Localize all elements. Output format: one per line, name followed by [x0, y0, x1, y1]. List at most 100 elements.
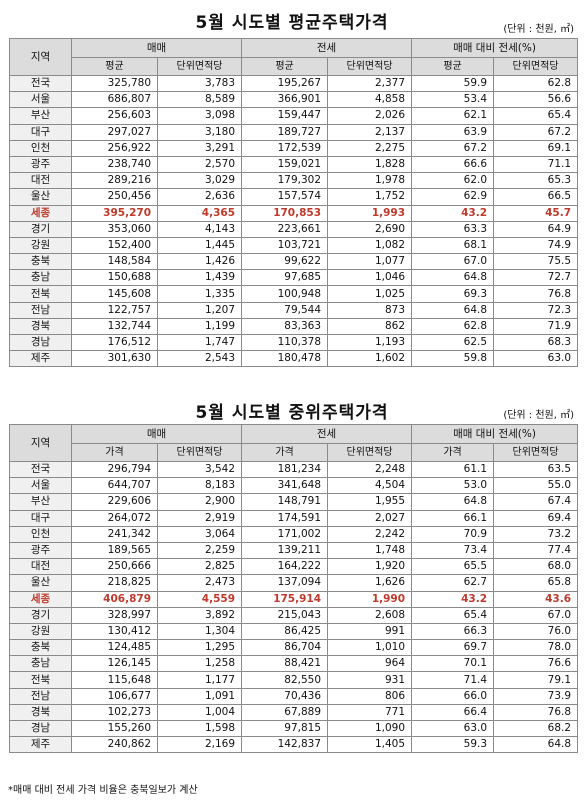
table1-body: 전국 325,780 3,783 195,267 2,377 59.9 62.8 서울 686,…: [9, 74, 579, 368]
value-cell: 67.0: [493, 606, 579, 624]
table2-title: 5월 시도별 중위주택가격: [195, 403, 389, 423]
value-cell: 2,026: [327, 107, 413, 125]
value-cell: 172,539: [241, 139, 329, 157]
value-cell: 86,425: [241, 622, 329, 641]
value-cell: 1,090: [327, 719, 413, 738]
table-row: 충북 124,485 1,295 86,704 1,010 69.7 78.0: [9, 639, 579, 657]
region-cell: 울산: [9, 188, 72, 206]
value-cell: 873: [327, 301, 413, 319]
value-cell: 71.4: [411, 671, 495, 689]
value-cell: 366,901: [241, 91, 329, 109]
value-cell: 68.3: [493, 333, 579, 352]
footnote: *매매 대비 전세 가격 비율은 충북일보가 계산: [8, 785, 198, 796]
value-cell: 43.2: [411, 590, 495, 608]
value-cell: 862: [327, 317, 413, 336]
table-row: 경북 132,744 1,199 83,363 862 62.8 71.9: [9, 317, 579, 336]
value-cell: 62.9: [411, 188, 495, 206]
value-cell: 1,828: [327, 155, 413, 174]
value-cell: 181,234: [241, 460, 329, 479]
value-cell: 67,889: [241, 703, 329, 722]
table-row: 부산 229,606 2,900 148,791 1,955 64.8 67.4: [9, 493, 579, 511]
value-cell: 301,630: [71, 350, 158, 368]
value-cell: 264,072: [71, 509, 158, 527]
value-cell: 164,222: [241, 558, 329, 576]
value-cell: 223,661: [241, 220, 329, 238]
value-cell: 64.8: [493, 736, 579, 754]
value-cell: 65.5: [411, 558, 495, 576]
value-cell: 76.8: [493, 703, 579, 722]
value-cell: 170,853: [241, 204, 329, 222]
value-cell: 97,815: [241, 719, 329, 738]
value-cell: 145,608: [71, 285, 158, 303]
value-cell: 1,426: [156, 253, 243, 271]
value-cell: 64.8: [411, 269, 495, 287]
value-cell: 4,365: [156, 204, 243, 222]
value-cell: 132,744: [71, 317, 158, 336]
value-cell: 106,677: [71, 687, 158, 705]
value-cell: 75.5: [493, 253, 579, 271]
value-cell: 1,077: [327, 253, 413, 271]
value-cell: 74.9: [493, 236, 579, 255]
value-cell: 1,335: [156, 285, 243, 303]
value-cell: 3,892: [156, 606, 243, 624]
value-cell: 65.3: [493, 172, 579, 190]
value-cell: 238,740: [71, 155, 158, 174]
value-cell: 55.0: [493, 477, 579, 495]
value-cell: 62.5: [411, 333, 495, 352]
table-row: 서울 686,807 8,589 366,901 4,858 53.4 56.6: [9, 91, 579, 109]
value-cell: 62.7: [411, 574, 495, 592]
table-row: 강원 130,412 1,304 86,425 991 66.3 76.0: [9, 622, 579, 641]
subheader: 가격: [71, 443, 158, 462]
region-cell: 전남: [9, 301, 72, 319]
value-cell: 1,439: [156, 269, 243, 287]
value-cell: 139,211: [241, 541, 329, 560]
region-cell: 전남: [9, 687, 72, 705]
value-cell: 2,137: [327, 123, 413, 141]
value-cell: 240,862: [71, 736, 158, 754]
value-cell: 2,825: [156, 558, 243, 576]
table-row: 울산 250,456 2,636 157,574 1,752 62.9 66.5: [9, 188, 579, 206]
table-row: 광주 189,565 2,259 139,211 1,748 73.4 77.4: [9, 541, 579, 560]
value-cell: 72.7: [493, 269, 579, 287]
value-cell: 88,421: [241, 655, 329, 673]
table-row: 제주 240,862 2,169 142,837 1,405 59.3 64.8: [9, 736, 579, 754]
table1-average-prices: 지역 매매 전세 매매 대비 전세(%) 평균 단위면적당 평균 단위면적당 평…: [9, 38, 579, 368]
value-cell: 63.5: [493, 460, 579, 479]
value-cell: 63.0: [493, 350, 579, 368]
value-cell: 4,143: [156, 220, 243, 238]
value-cell: 69.3: [411, 285, 495, 303]
value-cell: 159,021: [241, 155, 329, 174]
value-cell: 69.4: [493, 509, 579, 527]
region-cell: 경남: [9, 333, 72, 352]
table-row: 인천 241,342 3,064 171,002 2,242 70.9 73.2: [9, 525, 579, 543]
value-cell: 70.1: [411, 655, 495, 673]
value-cell: 99,622: [241, 253, 329, 271]
value-cell: 3,542: [156, 460, 243, 479]
value-cell: 110,378: [241, 333, 329, 352]
region-cell: 대구: [9, 123, 72, 141]
value-cell: 66.0: [411, 687, 495, 705]
subheader: 가격: [411, 443, 495, 462]
group-header-jeonse: 전세: [241, 424, 413, 444]
table-row: 전국 296,794 3,542 181,234 2,248 61.1 63.5: [9, 460, 579, 479]
region-cell: 강원: [9, 622, 72, 641]
value-cell: 991: [327, 622, 413, 641]
region-cell: 서울: [9, 91, 72, 109]
region-cell: 제주: [9, 350, 72, 368]
table-row: 경기 328,997 3,892 215,043 2,608 65.4 67.0: [9, 606, 579, 624]
region-cell: 경기: [9, 220, 72, 238]
value-cell: 289,216: [71, 172, 158, 190]
value-cell: 78.0: [493, 639, 579, 657]
value-cell: 66.1: [411, 509, 495, 527]
value-cell: 69.7: [411, 639, 495, 657]
value-cell: 148,584: [71, 253, 158, 271]
table-row: 광주 238,740 2,570 159,021 1,828 66.6 71.1: [9, 155, 579, 174]
value-cell: 43.2: [411, 204, 495, 222]
value-cell: 771: [327, 703, 413, 722]
table-row: 전북 115,648 1,177 82,550 931 71.4 79.1: [9, 671, 579, 689]
value-cell: 67.0: [411, 253, 495, 271]
value-cell: 406,879: [71, 590, 158, 608]
group-header-sale: 매매: [70, 424, 243, 444]
value-cell: 115,648: [71, 671, 158, 689]
value-cell: 4,504: [327, 477, 413, 495]
